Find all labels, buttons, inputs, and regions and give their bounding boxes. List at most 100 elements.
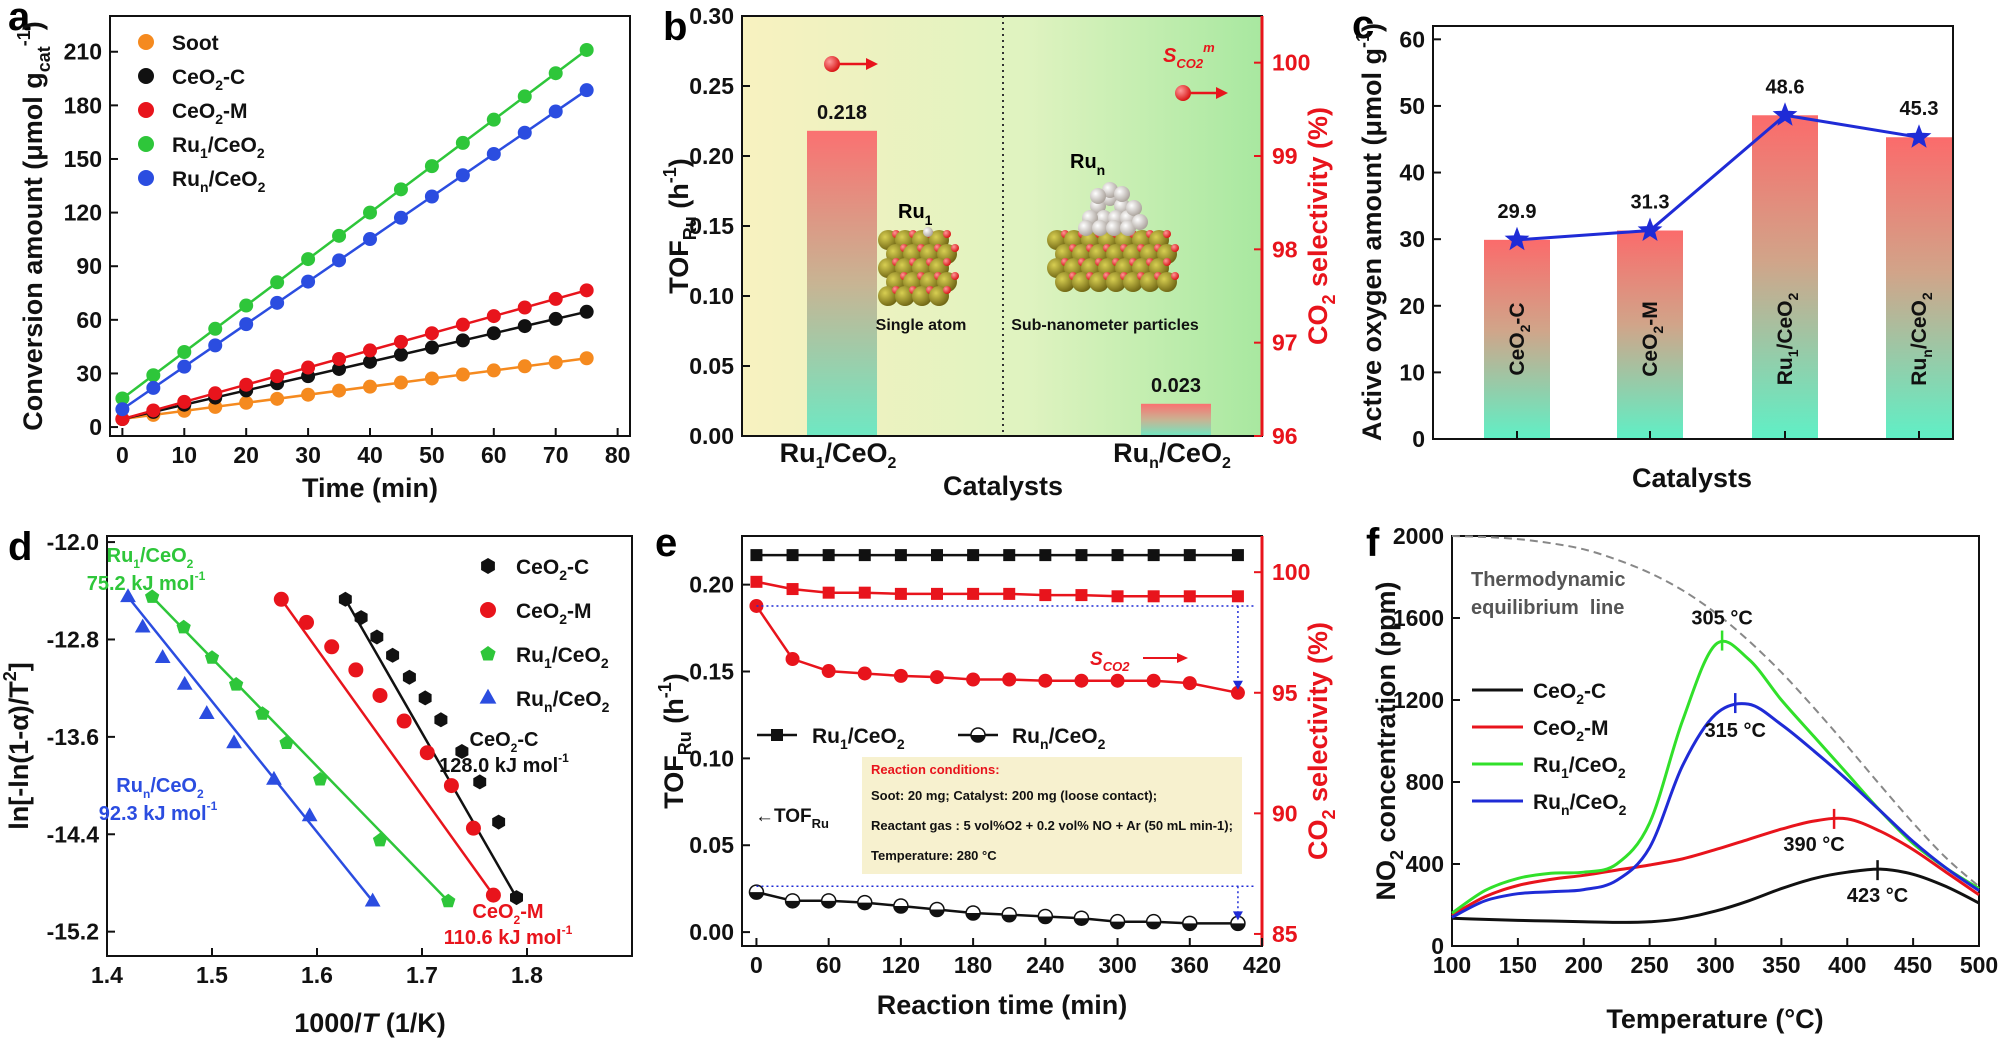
panel-e-point xyxy=(822,549,835,562)
panel-a-point xyxy=(270,275,285,290)
atom-o xyxy=(951,272,959,280)
panel-a-point xyxy=(301,387,316,402)
panel-c-ytick-label: 50 xyxy=(1399,93,1425,119)
panel-e-point xyxy=(893,668,908,683)
panel-d-xtick-label: 1.5 xyxy=(196,962,228,988)
panel-a-ylabel-sub: cat xyxy=(34,46,54,72)
panel-d-point xyxy=(176,619,191,634)
panel-d-point xyxy=(266,770,282,785)
panel-d-point xyxy=(279,735,294,749)
panel-e-right-ytick-label: 90 xyxy=(1272,800,1298,826)
panel-a-point xyxy=(579,351,594,366)
panel-d-legend-label: CeO2-C xyxy=(516,556,589,583)
panel-e-point xyxy=(748,884,765,900)
panel-e-point xyxy=(894,549,907,562)
panel-a-point xyxy=(548,66,563,81)
panel-c-bar xyxy=(1886,137,1952,440)
panel-d-point xyxy=(313,772,328,786)
panel-d-point xyxy=(370,629,384,645)
panel-a-point xyxy=(486,146,501,161)
panel-e-point xyxy=(966,672,981,687)
panel-a-point xyxy=(424,326,439,341)
panel-e-point xyxy=(1109,913,1126,930)
selectivity-legend-label: SCO2m xyxy=(1163,40,1215,71)
panel-e-point xyxy=(1075,589,1088,602)
panel-e-point xyxy=(785,652,800,666)
panel-d-point xyxy=(510,890,523,906)
panel-a-point xyxy=(332,253,347,268)
panel-d-legend-marker xyxy=(481,558,495,574)
panel-b-bar-value: 0.218 xyxy=(817,102,867,124)
panel-a-xtick-label: 40 xyxy=(357,442,383,468)
panel-c-value-label: 48.6 xyxy=(1766,76,1805,98)
panel-d-point xyxy=(338,591,352,607)
panel-d-point xyxy=(419,745,435,761)
atom-ru xyxy=(923,227,933,237)
panel-a-point xyxy=(579,83,594,98)
panel-d-point xyxy=(434,712,448,728)
panel-d-xtick-label: 1.6 xyxy=(301,962,333,988)
panel-a-xtick-label: 30 xyxy=(295,442,321,468)
panel-e-point xyxy=(1002,672,1017,687)
panel-a-point xyxy=(486,363,501,378)
selectivity-annotation: SCO2 xyxy=(1090,649,1130,674)
panel-f-ytick-label: 400 xyxy=(1406,851,1444,877)
panel-f: 100 150 200 250 300 350 400 450 500 0 400 800 1200 16… xyxy=(1371,523,1998,1034)
panel-d-point xyxy=(443,778,459,794)
panel-a-point xyxy=(548,311,563,326)
panel-e-point xyxy=(1073,910,1090,926)
panel-a-legend-marker xyxy=(138,136,154,152)
panel-a-point xyxy=(455,367,470,382)
inset-caption-sub-nanometer: Sub-nanometer particles xyxy=(1011,317,1199,334)
panel-c-ytick-label: 40 xyxy=(1399,160,1425,186)
panel-f-xtick-label: 250 xyxy=(1630,952,1668,978)
panel-a-point xyxy=(517,319,532,334)
panel-d-point xyxy=(372,687,388,703)
panel-d-activation-energy: 92.3 kJ mol-1 xyxy=(99,799,218,825)
panel-e-left-ytick-label: 0.15 xyxy=(689,659,734,685)
panel-letter-a: a xyxy=(8,0,31,39)
panel-b-right-ytick-label: 100 xyxy=(1272,50,1310,76)
panel-a-point xyxy=(115,412,130,427)
panel-e-point xyxy=(1111,590,1124,603)
panel-c-bar xyxy=(1617,230,1683,439)
panel-c-star-marker xyxy=(1906,124,1932,148)
atom-o xyxy=(1171,272,1179,280)
panel-e-point xyxy=(931,587,943,600)
inset-title-ru1: Ru1 xyxy=(898,201,933,228)
panel-a-point xyxy=(424,371,439,386)
panel-d-legend-marker xyxy=(480,602,496,618)
panel-f-series-line xyxy=(1451,816,1980,917)
panel-a-point xyxy=(363,232,377,247)
panel-b-category-label: Run/CeO2 xyxy=(1113,438,1231,472)
panel-f-xlabel: Temperature (°C) xyxy=(1606,1004,1823,1034)
equilibrium-label-1: Thermodynamic xyxy=(1471,569,1625,591)
panel-f-ytick-label: 1600 xyxy=(1393,605,1444,631)
panel-e-guide-arrow xyxy=(1232,911,1243,921)
panel-e-point xyxy=(930,670,944,685)
panel-f-series-line xyxy=(1451,867,1980,924)
panel-a-point xyxy=(393,182,408,197)
panel-a-point xyxy=(301,360,316,375)
panel-a-fit-line xyxy=(118,288,591,422)
panel-a-point xyxy=(177,394,192,409)
panel-e-point xyxy=(1003,587,1016,600)
panel-e-legend-marker xyxy=(771,729,783,741)
panel-d-point xyxy=(145,589,160,603)
panel-a-point xyxy=(270,391,285,406)
panel-a-point xyxy=(393,347,408,362)
panel-a-point xyxy=(332,383,347,398)
panel-a-ytick-label: 90 xyxy=(76,253,102,279)
panel-d-point xyxy=(492,814,506,830)
panel-a-point xyxy=(239,298,254,313)
panel-a-ytick-label: 60 xyxy=(76,307,102,333)
panel-d-ytick-label: -14.4 xyxy=(47,821,100,847)
panel-b: 0.218 0.023 Ru1 Single atom Run Sub-nanom… xyxy=(660,3,1339,501)
panel-d-fit-line xyxy=(151,595,450,903)
selectivity-annotation-arrow xyxy=(1143,653,1188,663)
panel-d-point xyxy=(273,591,289,607)
panel-a-ytick-label: 30 xyxy=(76,360,102,386)
panel-letter-d: d xyxy=(8,525,32,569)
panel-e-point xyxy=(1003,549,1016,562)
